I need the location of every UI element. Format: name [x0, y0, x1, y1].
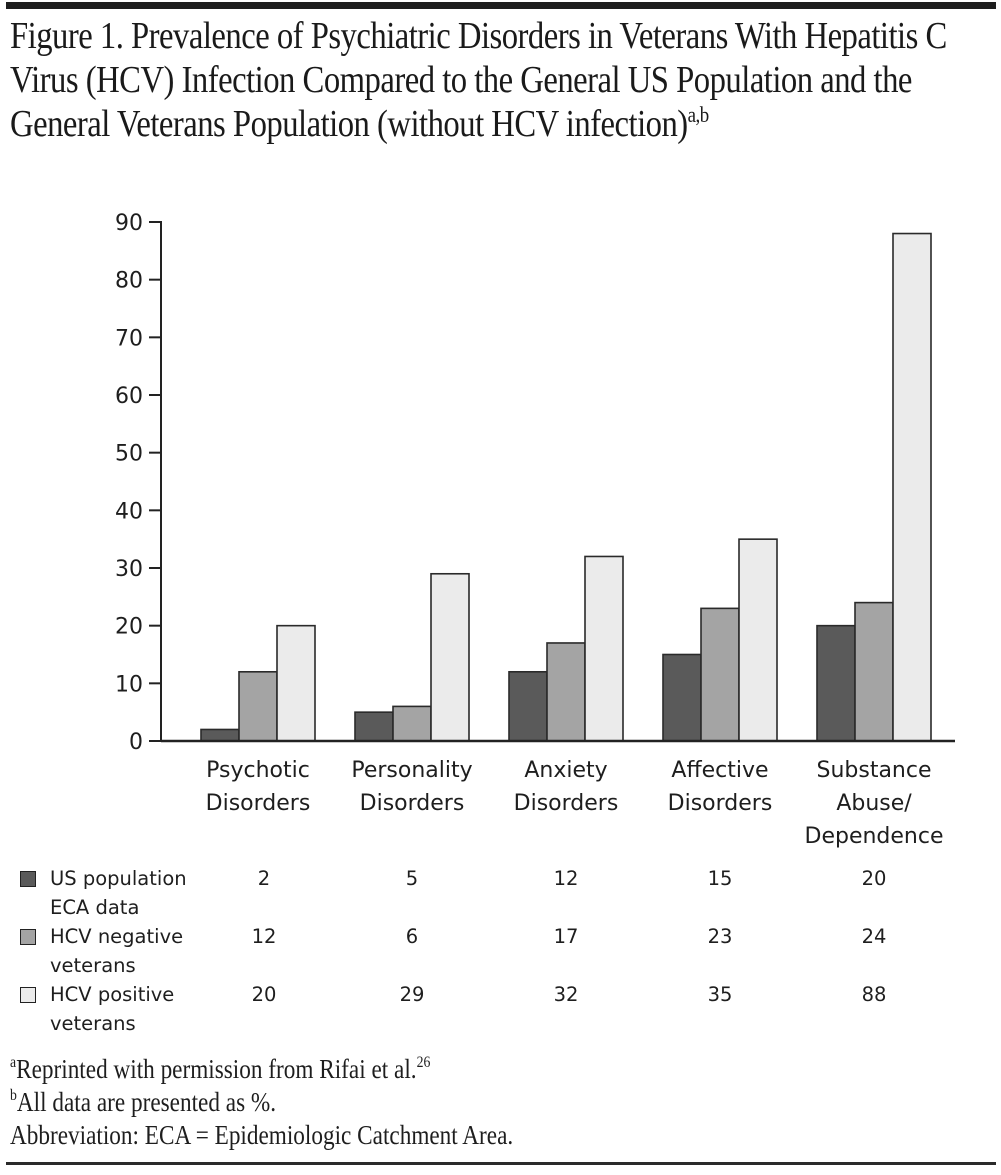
y-tick-label: 90 [115, 211, 143, 236]
data-table-value: 88 [861, 983, 887, 1006]
data-table-value: 15 [707, 867, 733, 890]
bar [508, 670, 548, 742]
category-label-line: Substance [816, 758, 931, 783]
category-label-line: Disorders [668, 791, 773, 816]
category-label: Anxiety Disorders [514, 758, 619, 816]
y-tick-label: 40 [115, 499, 143, 524]
data-table-value: 12 [553, 867, 579, 890]
figure-title-text: Figure 1. Prevalence of Psychiatric Diso… [10, 15, 947, 145]
footnote: bAll data are presented as %. [10, 1086, 956, 1119]
data-table-value: 6 [405, 925, 419, 948]
category-label-line: Psychotic [206, 758, 310, 783]
data-table-value: 23 [707, 925, 733, 948]
data-table-value: 20 [861, 867, 887, 890]
legend-swatch [20, 987, 36, 1003]
legend-row: HCV negative veterans 12 6 17 23 24 [0, 922, 1001, 980]
legend-row: US population ECA data 2 5 12 15 20 [0, 864, 1001, 922]
data-table-value: 2 [257, 867, 271, 890]
data-table-value: 5 [405, 867, 419, 890]
footnote: Abbreviation: ECA = Epidemiologic Catchm… [10, 1119, 956, 1152]
category-label-line: Disorders [514, 791, 619, 816]
bottom-rule [6, 1162, 996, 1165]
bar [892, 232, 932, 742]
legend-label: HCV positive veterans [50, 983, 175, 1035]
category-label-line: Disorders [206, 791, 311, 816]
bar [392, 705, 432, 742]
data-table-value: 20 [251, 983, 277, 1006]
bar [816, 624, 856, 742]
legend-swatch [20, 929, 36, 945]
category-label-line: Affective [671, 758, 768, 783]
category-label: Affective Disorders [668, 758, 773, 816]
category-label: Psychotic Disorders [206, 758, 311, 816]
legend-swatch [20, 871, 36, 887]
category-label: Personality Disorders [351, 758, 472, 816]
footnote-text: Abbreviation: ECA = Epidemiologic Catchm… [10, 1120, 514, 1150]
y-tick-label: 10 [115, 672, 143, 697]
legend-row: HCV positive veterans 20 29 32 35 88 [0, 980, 1001, 1038]
data-table-value: 32 [553, 983, 579, 1006]
bar [584, 555, 624, 742]
y-tick-label: 60 [115, 384, 143, 409]
data-table-value: 12 [251, 925, 277, 948]
bar [700, 607, 740, 742]
legend-label: HCV negative veterans [50, 925, 184, 977]
y-tick-label: 50 [115, 442, 143, 467]
bar [546, 642, 586, 742]
y-tick-label: 70 [115, 326, 143, 351]
bar [854, 601, 894, 742]
footnote-text: Reprinted with permission from Rifai et … [16, 1054, 417, 1084]
bar [238, 670, 278, 742]
data-table-value: 29 [399, 983, 425, 1006]
footnotes: aReprinted with permission from Rifai et… [10, 1053, 956, 1152]
y-tick-label: 20 [115, 615, 143, 640]
bar [200, 728, 240, 742]
y-tick-label: 0 [129, 730, 143, 755]
category-label-line: Abuse/ [836, 791, 912, 816]
bars [200, 232, 932, 742]
data-table-value: 24 [861, 925, 887, 948]
bar [662, 653, 702, 742]
data-table-value: 35 [707, 983, 733, 1006]
figure-title-superscript: a,b [687, 102, 710, 127]
top-rule [6, 2, 996, 9]
category-label-line: Disorders [360, 791, 465, 816]
bar [738, 538, 778, 742]
category-label: Substance Abuse/Dependence [805, 758, 944, 849]
footnote-marker: b [10, 1087, 17, 1104]
y-tick-label: 30 [115, 557, 143, 582]
footnote-text: All data are presented as %. [16, 1087, 277, 1117]
data-table-value: 17 [553, 925, 579, 948]
category-label-line: Anxiety [524, 758, 607, 783]
category-label-line: Personality [351, 758, 472, 783]
y-tick-label: 80 [115, 269, 143, 294]
footnote: aReprinted with permission from Rifai et… [10, 1053, 956, 1086]
figure-title: Figure 1. Prevalence of Psychiatric Diso… [10, 14, 990, 146]
bar [354, 711, 394, 742]
legend-label: US population ECA data [50, 867, 187, 919]
bar [430, 572, 470, 742]
category-label-line: Dependence [805, 824, 944, 849]
y-axis: 0 10 20 30 40 50 60 70 80 90 [115, 211, 162, 755]
bar [276, 624, 316, 742]
footnote-reference: 26 [416, 1054, 431, 1071]
footnote-marker: a [10, 1054, 17, 1071]
